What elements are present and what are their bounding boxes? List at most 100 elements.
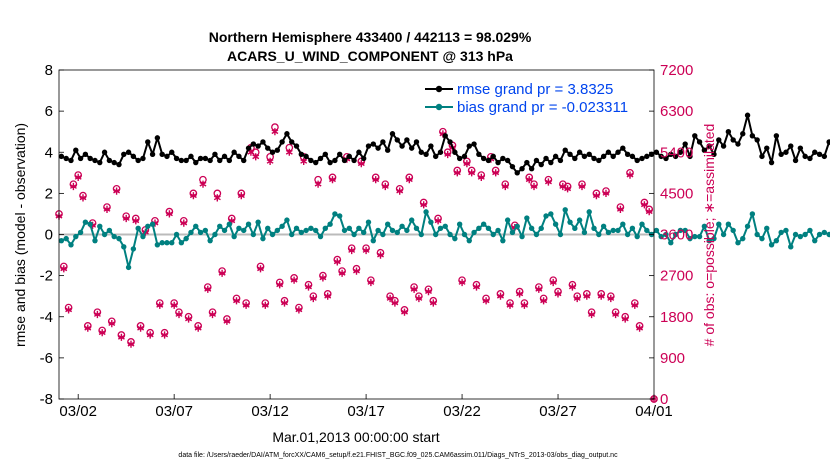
bias-point	[754, 231, 760, 238]
obs-assimilated-marker	[564, 185, 572, 193]
obs-assimilated-marker	[468, 169, 476, 177]
obs-assimilated-marker	[98, 329, 106, 337]
obs-assimilated-marker	[425, 288, 432, 296]
bias-point	[269, 231, 276, 238]
bias-point	[816, 231, 823, 238]
obs-assimilated-marker	[444, 150, 452, 159]
obs-assimilated-marker	[271, 128, 279, 136]
obs-assimilated-marker	[463, 160, 471, 168]
bias-point	[63, 235, 69, 242]
obs-assimilated-marker	[501, 182, 509, 191]
y-right-tick-label: 2700	[660, 268, 693, 285]
bias-point	[744, 223, 751, 229]
rmse-point	[130, 153, 137, 160]
obs-assimilated-marker	[285, 148, 293, 156]
obs-assimilated-marker	[237, 192, 245, 200]
rmse-point	[442, 133, 448, 139]
bias-point	[308, 225, 314, 232]
obs-assimilated-marker	[199, 180, 207, 188]
bias-point	[394, 229, 400, 236]
bias-point	[380, 231, 386, 238]
rmse-point	[298, 151, 305, 158]
rmse-point	[169, 149, 175, 155]
y-left-tick-label: 4	[45, 144, 53, 161]
rmse-point	[644, 153, 650, 160]
rmse-point	[370, 141, 376, 147]
bias-point	[557, 231, 564, 238]
rmse-point	[471, 141, 477, 147]
rmse-point	[663, 155, 669, 162]
obs-assimilated-marker	[117, 333, 125, 341]
legend-marker	[435, 103, 443, 111]
chart-title-line1: Northern Hemisphere 433400 / 442113 = 98…	[209, 29, 532, 45]
rmse-point	[332, 157, 338, 164]
bias-point	[567, 219, 573, 225]
series-layer	[58, 112, 830, 271]
obs-assimilated-marker	[415, 294, 423, 303]
rmse-point	[816, 151, 823, 158]
y-right-tick-label: 7200	[660, 62, 693, 79]
obs-assimilated-marker	[525, 176, 533, 184]
y-right-tick-label: 900	[660, 350, 685, 367]
rmse-point	[538, 161, 544, 168]
rmse-point	[284, 131, 290, 137]
bias-point	[672, 231, 679, 238]
obs-assimilated-marker	[338, 269, 346, 277]
obs-assimilated-marker	[472, 283, 480, 291]
rmse-point	[778, 151, 784, 158]
bias-point	[653, 227, 660, 234]
rmse-point	[754, 137, 760, 143]
rmse-point	[346, 153, 353, 160]
obs-assimilated-marker	[578, 182, 586, 191]
obs-assimilated-marker	[84, 324, 92, 332]
rmse-point	[572, 155, 578, 162]
rmse-point	[437, 149, 444, 155]
obs-count-layer	[55, 123, 658, 403]
rmse-point	[212, 151, 218, 158]
bias-point	[447, 231, 453, 238]
bias-point	[490, 231, 496, 238]
rmse-point	[380, 139, 386, 145]
obs-assimilated-marker	[492, 169, 500, 177]
rmse-point	[764, 145, 770, 151]
x-tick-label: 03/17	[347, 403, 385, 420]
rmse-point	[375, 145, 381, 151]
bias-point	[356, 225, 362, 232]
bias-point	[106, 227, 113, 234]
rmse-point	[807, 155, 813, 162]
rmse-point	[812, 149, 818, 155]
bias-point	[365, 219, 372, 225]
bias-point	[149, 221, 156, 227]
rmse-point	[265, 145, 271, 151]
rmse-point	[308, 157, 314, 164]
bias-point	[255, 219, 261, 225]
rmse-point	[639, 155, 645, 162]
bias-point	[826, 231, 830, 238]
rmse-point	[389, 131, 396, 137]
rmse-point	[528, 166, 535, 172]
bias-point	[97, 223, 103, 229]
y-left-tick-label: 8	[45, 62, 53, 79]
x-tick-label: 03/22	[443, 403, 481, 420]
rmse-point	[418, 149, 424, 155]
y-left-tick-label: 0	[45, 227, 53, 244]
rmse-point	[241, 157, 247, 164]
obs-assimilated-marker	[520, 301, 528, 309]
bias-point	[610, 227, 616, 234]
obs-assimilated-marker	[93, 310, 101, 319]
bias-point	[217, 223, 223, 229]
rmse-point	[524, 159, 530, 166]
bias-point	[135, 225, 141, 232]
bias-point	[456, 221, 463, 227]
y-right-tick-label: 6300	[660, 103, 693, 120]
obs-assimilated-marker	[156, 301, 164, 309]
bias-point	[346, 225, 353, 232]
bias-point	[677, 227, 684, 234]
rmse-point	[576, 149, 583, 155]
obs-assimilated-marker	[204, 285, 212, 293]
obs-assimilated-marker	[122, 214, 130, 223]
rmse-point	[101, 149, 108, 155]
rmse-point	[231, 149, 237, 155]
obs-assimilated-marker	[396, 187, 404, 195]
